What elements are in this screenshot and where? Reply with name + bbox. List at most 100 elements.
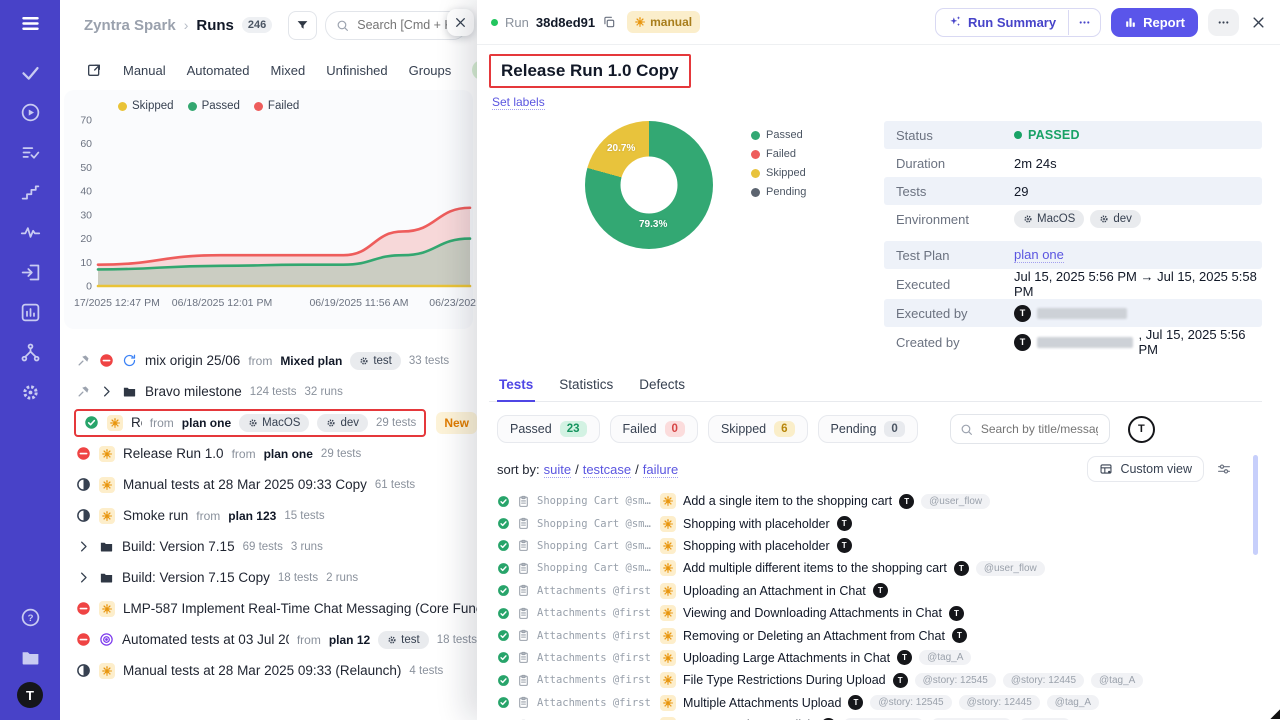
runs-header: Zyntra Spark › Runs 246	[60, 0, 477, 48]
sort-by-failure[interactable]: failure	[643, 462, 678, 478]
help-icon[interactable]: ?	[20, 607, 41, 628]
suite-name: Shopping Cart @sm…	[537, 518, 653, 530]
tests-filter-row: Passed23 Failed0 Skipped6 Pending0 T	[489, 414, 1262, 444]
copy-icon[interactable]	[602, 15, 616, 29]
runs-search[interactable]	[325, 11, 467, 40]
run-list-item[interactable]: Release Run 1.0 Copyfromplan oneMacOSdev…	[60, 407, 477, 438]
run-list-item[interactable]: Smoke runfromplan 12315 tests	[60, 500, 477, 531]
select-runs-icon[interactable]	[86, 62, 102, 78]
donut-legend: PassedFailedSkippedPending	[751, 129, 806, 198]
runs-tab-unfinished[interactable]: Unfinished	[326, 63, 387, 78]
checkmark-icon[interactable]	[20, 62, 41, 83]
assignee-avatar: T	[893, 673, 908, 688]
runs-tab-automated[interactable]: Automated	[187, 63, 250, 78]
test-list-item[interactable]: Attachments @firstViewing and Downloadin…	[489, 602, 1262, 624]
close-run-panel-button[interactable]	[1251, 15, 1266, 30]
runs-tab-manual[interactable]: Manual	[123, 63, 166, 78]
branch-icon[interactable]	[20, 342, 41, 363]
sliders-icon[interactable]	[1216, 461, 1232, 477]
test-list-item[interactable]: Attachments @firstImage Preview on Click…	[489, 714, 1262, 720]
run-title: Smoke run	[123, 508, 188, 523]
target-icon	[99, 632, 114, 647]
runs-search-input[interactable]	[355, 17, 456, 33]
gear-small-icon	[1099, 214, 1109, 224]
detail-label: Executed by	[896, 306, 1014, 321]
ellipsis-icon	[1078, 16, 1091, 29]
from-label: from	[232, 447, 256, 461]
sort-links: suite/testcase/failure	[540, 462, 683, 477]
tests-search-input[interactable]	[979, 421, 1100, 437]
sort-by-suite[interactable]: suite	[544, 462, 571, 478]
runs-tab-groups[interactable]: Groups	[409, 63, 452, 78]
test-list-item[interactable]: Shopping Cart @sm…Shopping with placehol…	[489, 512, 1262, 534]
filter-button[interactable]	[288, 11, 317, 40]
suite-name: Attachments @first	[537, 697, 653, 709]
sign-in-icon[interactable]	[20, 262, 41, 283]
burst-icon	[99, 446, 115, 462]
filter-chip-pending[interactable]: Pending0	[818, 415, 918, 443]
test-list-item[interactable]: Attachments @firstMultiple Attachments U…	[489, 692, 1262, 714]
run-list-item[interactable]: mix origin 25/06fromMixed plantest33 tes…	[60, 345, 477, 376]
run-list-item[interactable]: Manual tests at 28 Mar 2025 09:33 Copy61…	[60, 469, 477, 500]
folder-icon[interactable]	[20, 647, 41, 668]
tests-search[interactable]	[950, 414, 1110, 444]
settings-gear-icon[interactable]	[20, 382, 41, 403]
test-list-icon[interactable]	[20, 142, 41, 163]
run-list-item[interactable]: Bravo milestone124 tests32 runs	[60, 376, 477, 407]
tab-statistics[interactable]: Statistics	[557, 371, 615, 401]
burst-icon	[99, 663, 115, 679]
run-summary-button[interactable]: Run Summary	[936, 9, 1068, 36]
test-list-item[interactable]: Attachments @firstFile Type Restrictions…	[489, 669, 1262, 691]
scrollbar-thumb[interactable]	[1253, 455, 1258, 555]
filter-chip-passed[interactable]: Passed23	[497, 415, 600, 443]
run-row-content: Manual tests at 28 Mar 2025 09:33 (Relau…	[76, 663, 443, 679]
test-list-item[interactable]: Shopping Cart @sm…Shopping with placehol…	[489, 535, 1262, 557]
runs-tab-mixed[interactable]: Mixed	[271, 63, 306, 78]
run-id-cluster: Run 38d8ed91 manual	[491, 11, 700, 33]
filter-chip-skipped[interactable]: Skipped6	[708, 415, 808, 443]
test-list-item[interactable]: Attachments @firstUploading Large Attach…	[489, 647, 1262, 669]
run-list-item[interactable]: Release Run 1.0fromplan one29 tests	[60, 438, 477, 469]
search-icon	[336, 19, 349, 32]
set-labels-link[interactable]: Set labels	[492, 95, 545, 110]
test-list-item[interactable]: Shopping Cart @sm…Add multiple different…	[489, 557, 1262, 579]
breadcrumb-separator: ›	[184, 17, 189, 33]
run-list-item[interactable]: Build: Version 7.15 Copy18 tests2 runs	[60, 562, 477, 593]
test-tag: @story: 12545	[915, 673, 996, 688]
run-list-item[interactable]: Manual tests at 28 Mar 2025 09:33 (Relau…	[60, 655, 477, 686]
test-plan-link[interactable]: plan one	[1014, 247, 1064, 263]
test-list-item[interactable]: Attachments @firstUploading an Attachmen…	[489, 580, 1262, 602]
run-summary-more-button[interactable]	[1068, 10, 1100, 35]
run-list-item[interactable]: Build: Version 7.1569 tests3 runs	[60, 531, 477, 562]
run-list-item[interactable]: LMP-587 Implement Real-Time Chat Messagi…	[60, 593, 477, 624]
activity-icon[interactable]	[20, 222, 41, 243]
clipboard-icon	[517, 696, 530, 709]
custom-view-button[interactable]: Custom view	[1087, 456, 1204, 482]
sort-by-testcase[interactable]: testcase	[583, 462, 631, 478]
more-actions-button[interactable]	[1208, 9, 1239, 36]
run-meta: 18 tests	[437, 634, 477, 646]
run-list-item[interactable]: Automated tests at 03 Jul 2025 13:25from…	[60, 624, 477, 655]
environment-badge: test	[378, 631, 429, 649]
report-button[interactable]: Report	[1111, 8, 1198, 37]
test-list-item[interactable]: Attachments @firstRemoving or Deleting a…	[489, 624, 1262, 646]
tab-defects[interactable]: Defects	[637, 371, 687, 401]
test-list-item[interactable]: Shopping Cart @sm…Add a single item to t…	[489, 490, 1262, 512]
user-avatar[interactable]: T	[17, 682, 43, 708]
tab-tests[interactable]: Tests	[497, 371, 535, 402]
dashboard-icon[interactable]	[20, 302, 41, 323]
clipboard-icon	[517, 517, 530, 530]
folder-icon	[99, 570, 114, 585]
breadcrumb-section[interactable]: Runs	[196, 17, 234, 34]
assignee-filter-avatar[interactable]: T	[1128, 416, 1155, 443]
close-panel-button[interactable]	[447, 9, 474, 36]
breadcrumb-project[interactable]: Zyntra Spark	[84, 17, 176, 34]
menu-icon[interactable]	[20, 13, 41, 34]
play-circle-icon[interactable]	[20, 102, 41, 123]
filter-chip-failed[interactable]: Failed0	[610, 415, 698, 443]
suite-name: Attachments @first	[537, 607, 653, 619]
new-badge: New	[436, 412, 477, 434]
steps-icon[interactable]	[20, 182, 41, 203]
run-row-content: LMP-587 Implement Real-Time Chat Messagi…	[76, 601, 477, 617]
pin-icon	[76, 353, 91, 368]
